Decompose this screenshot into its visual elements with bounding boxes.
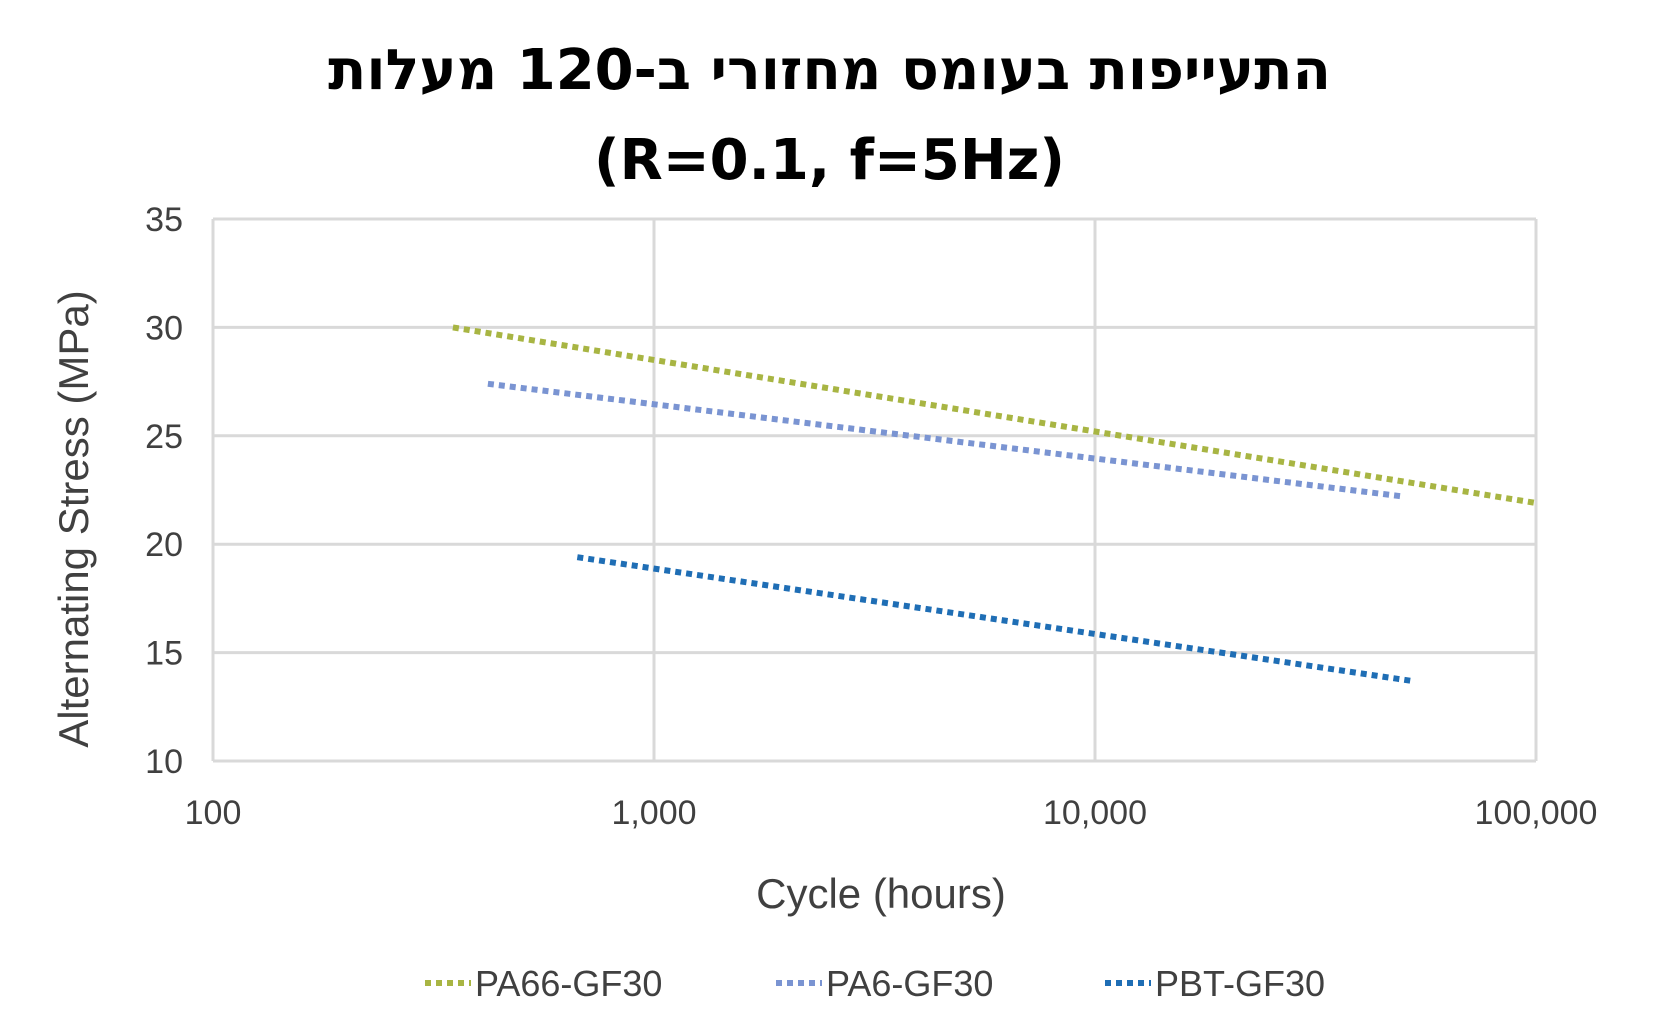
- x-tick-label: 100: [185, 794, 242, 832]
- x-tick-label: 1,000: [611, 794, 696, 832]
- y-tick-label: 30: [145, 309, 183, 347]
- series-line-pbt-gf30: [576, 554, 1412, 684]
- y-tick-label: 25: [145, 418, 183, 456]
- legend-label-pbt-gf30: PBT-GF30: [1155, 963, 1325, 1004]
- y-tick-label: 35: [145, 201, 183, 239]
- y-tick-label: 10: [145, 743, 183, 781]
- x-axis-title: Cycle (hours): [756, 870, 1006, 917]
- y-axis-ticks: 10 15 20 25 30 35: [145, 201, 183, 781]
- grid: [211, 217, 1538, 763]
- chart-subtitle: (R=0.1, f=5Hz): [594, 128, 1065, 193]
- x-tick-label: 10,000: [1043, 794, 1147, 832]
- chart-title: התעייפות בעומס מחזורי ב-120 מעלות: [328, 38, 1331, 103]
- y-tick-label: 20: [145, 526, 183, 564]
- x-axis-ticks: 100 1,000 10,000 100,000: [185, 794, 1598, 832]
- y-axis-title: Alternating Stress (MPa): [50, 290, 97, 748]
- series-lines: [452, 324, 1537, 684]
- y-tick-label: 15: [145, 635, 183, 673]
- x-tick-label: 100,000: [1475, 794, 1598, 832]
- series-line-pa6-gf30: [487, 380, 1404, 500]
- legend-label-pa6-gf30: PA6-GF30: [826, 963, 993, 1004]
- legend: PA66-GF30 PA6-GF30 PBT-GF30: [425, 963, 1325, 1004]
- legend-label-pa66-gf30: PA66-GF30: [475, 963, 662, 1004]
- series-line-pa66-gf30: [452, 324, 1537, 506]
